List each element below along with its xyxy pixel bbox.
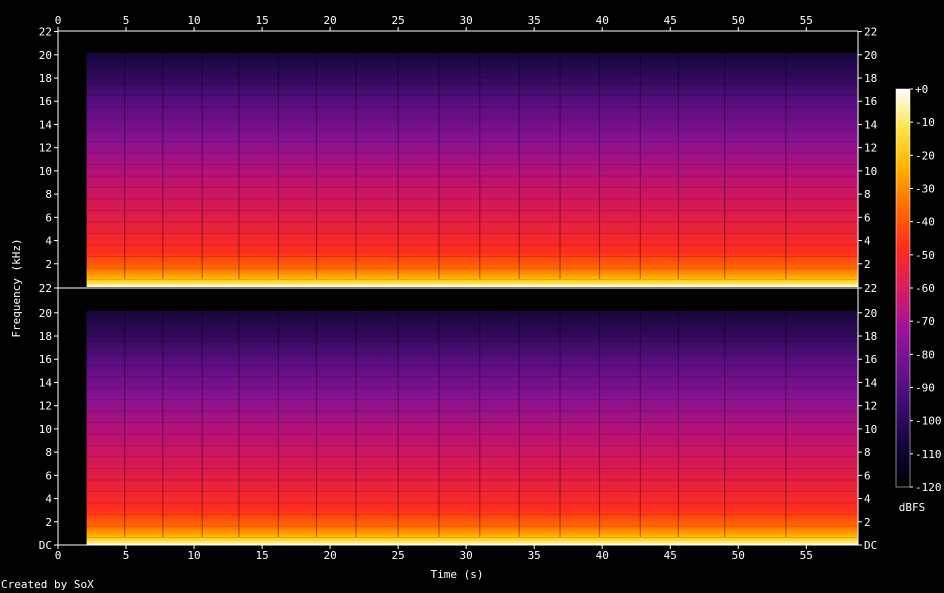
y-tick-label-right: DC (864, 539, 877, 552)
x-tick-label-bottom: 20 (323, 549, 336, 562)
x-tick-label-bottom: 25 (392, 549, 405, 562)
y-tick-label-left: 20 (39, 307, 52, 320)
x-tick-label-bottom: 15 (255, 549, 268, 562)
colorbar-tick-label: -100 (915, 415, 942, 428)
colorbar-tick-label: -10 (915, 116, 935, 129)
colorbar-scale (895, 88, 911, 488)
y-tick-label-right: 8 (864, 188, 871, 201)
y-tick-label-right: 4 (864, 235, 871, 248)
y-tick-label-left: 6 (45, 211, 52, 224)
y-tick-label-right: 22 (864, 26, 877, 39)
y-tick-label-right: 16 (864, 95, 877, 108)
y-tick-label-right: 12 (864, 400, 877, 413)
y-tick-label-left: 16 (39, 95, 52, 108)
x-tick-label-top: 30 (460, 14, 473, 27)
colorbar-tick-label: -40 (915, 216, 935, 229)
x-tick-label-bottom: 45 (664, 549, 677, 562)
x-tick-label-bottom: 0 (55, 549, 62, 562)
credit-text: Created by SoX (1, 578, 94, 591)
y-tick-label-right: 14 (864, 376, 878, 389)
y-tick-label-right: 20 (864, 307, 877, 320)
y-tick-label-left: 2 (45, 258, 52, 271)
y-axis-label: Frequency (kHz) (10, 238, 23, 337)
y-tick-label-right: 10 (864, 165, 877, 178)
colorbar-tick-label: -20 (915, 149, 935, 162)
y-tick-label-left: 16 (39, 353, 52, 366)
x-tick-label-top: 35 (528, 14, 541, 27)
x-tick-label-top: 20 (323, 14, 336, 27)
y-tick-label-left: 8 (45, 188, 52, 201)
y-tick-label-left: 12 (39, 142, 52, 155)
x-axis-label: Time (s) (431, 568, 484, 581)
y-tick-label-right: 20 (864, 49, 877, 62)
colorbar-tick-label: -30 (915, 183, 935, 196)
y-tick-label-right: 18 (864, 330, 877, 343)
spectrogram-band (86, 53, 859, 287)
x-tick-label-top: 50 (732, 14, 745, 27)
colorbar-tick-label: +0 (915, 83, 928, 96)
y-tick-label-right: 16 (864, 353, 877, 366)
x-tick-label-bottom: 50 (732, 549, 745, 562)
x-tick-label-bottom: 55 (800, 549, 813, 562)
y-tick-label-left: 12 (39, 400, 52, 413)
y-tick-label-left: 10 (39, 423, 52, 436)
y-tick-label-right: 6 (864, 469, 871, 482)
channel-panels (58, 31, 859, 545)
x-tick-label-top: 10 (187, 14, 200, 27)
x-tick-label-bottom: 40 (596, 549, 609, 562)
y-tick-label-right: 2 (864, 258, 871, 271)
y-tick-label-right: 2 (864, 516, 871, 529)
x-tick-label-top: 55 (800, 14, 813, 27)
y-tick-label-left: 2 (45, 516, 52, 529)
y-tick-label-left: 20 (39, 49, 52, 62)
y-tick-label-left: 4 (45, 493, 52, 506)
y-tick-label-right: 8 (864, 446, 871, 459)
y-tick-label-left: 8 (45, 446, 52, 459)
colorbar: +0 -10 -20 -30 -40 -50 -60 -70 -80 -90 -100 -110 -12… (895, 83, 942, 494)
y-tick-label-left: 22 (39, 282, 52, 295)
y-tick-label-right: 10 (864, 423, 877, 436)
colorbar-tick-label: -120 (915, 481, 942, 494)
y-tick-label-left: 14 (39, 376, 53, 389)
x-tick-label-bottom: 35 (528, 549, 541, 562)
colorbar-label: dBFS (899, 501, 926, 514)
y-tick-label-right: 6 (864, 211, 871, 224)
colorbar-tick-label: -60 (915, 282, 935, 295)
x-tick-label-top: 15 (255, 14, 268, 27)
x-tick-label-top: 40 (596, 14, 609, 27)
y-tick-label-left: 18 (39, 72, 52, 85)
colorbar-tick-label: -80 (915, 348, 935, 361)
y-tick-label-left: 22 (39, 26, 52, 39)
y-tick-label-left: 14 (39, 118, 53, 131)
colorbar-tick-label: -70 (915, 315, 935, 328)
spectrogram-band (86, 311, 859, 545)
y-tick-label-right: 4 (864, 493, 871, 506)
y-tick-label-left: DC (39, 539, 52, 552)
y-tick-label-left: 18 (39, 330, 52, 343)
x-tick-label-bottom: 10 (187, 549, 200, 562)
y-tick-label-left: 10 (39, 165, 52, 178)
y-tick-label-right: 14 (864, 118, 878, 131)
x-tick-label-bottom: 5 (123, 549, 130, 562)
y-tick-label-right: 12 (864, 142, 877, 155)
x-tick-label-top: 45 (664, 14, 677, 27)
x-tick-label-top: 25 (392, 14, 405, 27)
axes: 0055101015152020252530303535404045455050… (39, 14, 878, 562)
colorbar-tick-label: -110 (915, 448, 942, 461)
colorbar-tick-label: -50 (915, 249, 935, 262)
y-tick-label-right: 18 (864, 72, 877, 85)
y-tick-label-left: 4 (45, 235, 52, 248)
x-tick-label-top: 0 (55, 14, 62, 27)
y-tick-label-left: 6 (45, 469, 52, 482)
y-tick-label-right: 22 (864, 282, 877, 295)
x-tick-label-top: 5 (123, 14, 130, 27)
colorbar-tick-label: -90 (915, 382, 935, 395)
x-tick-label-bottom: 30 (460, 549, 473, 562)
